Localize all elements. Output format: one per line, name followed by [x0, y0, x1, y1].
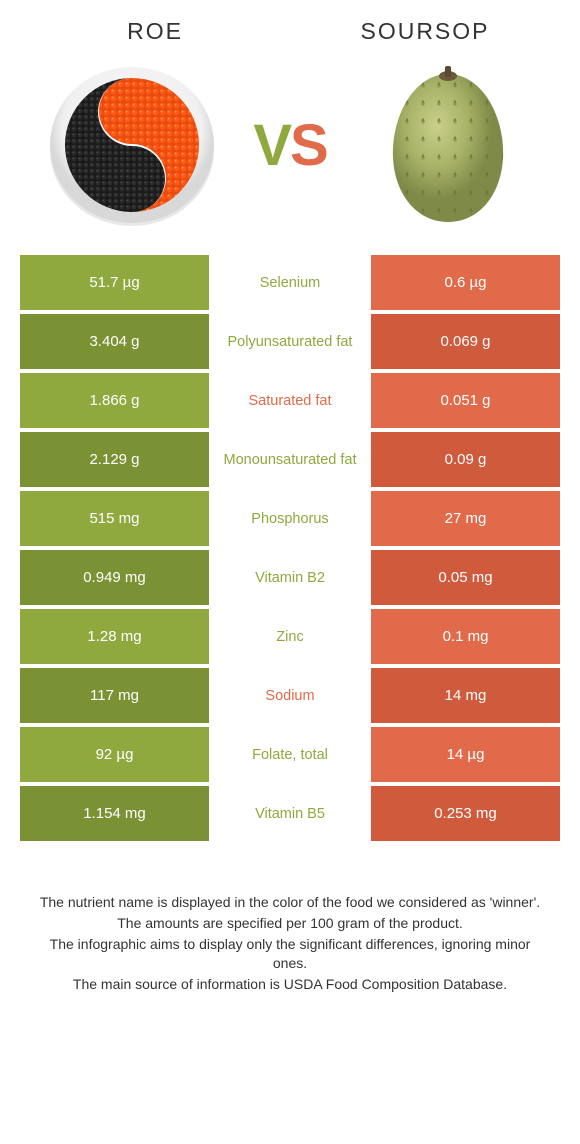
header-images-row: VS: [0, 45, 580, 255]
nutrient-name-cell: Folate, total: [209, 727, 371, 782]
right-value-cell: 0.09 g: [371, 432, 560, 487]
nutrient-row: 515 mgPhosphorus27 mg: [20, 491, 560, 546]
nutrient-row: 51.7 µgSelenium0.6 µg: [20, 255, 560, 310]
right-value-cell: 0.069 g: [371, 314, 560, 369]
nutrient-name-cell: Saturated fat: [209, 373, 371, 428]
header-titles: ROE SOURSOP: [0, 0, 580, 45]
left-value-cell: 1.866 g: [20, 373, 209, 428]
left-value-cell: 515 mg: [20, 491, 209, 546]
nutrient-name-cell: Vitamin B5: [209, 786, 371, 841]
nutrient-row: 1.154 mgVitamin B50.253 mg: [20, 786, 560, 841]
right-food-title: SOURSOP: [304, 18, 547, 45]
nutrient-name-cell: Polyunsaturated fat: [209, 314, 371, 369]
nutrient-name-cell: Sodium: [209, 668, 371, 723]
nutrient-name-cell: Phosphorus: [209, 491, 371, 546]
footnote-line: The nutrient name is displayed in the co…: [32, 893, 548, 912]
nutrient-row: 1.866 gSaturated fat0.051 g: [20, 373, 560, 428]
nutrient-name-cell: Monounsaturated fat: [209, 432, 371, 487]
left-value-cell: 1.154 mg: [20, 786, 209, 841]
nutrient-name-cell: Zinc: [209, 609, 371, 664]
soursop-icon: [383, 60, 513, 230]
right-value-cell: 0.051 g: [371, 373, 560, 428]
footnote-line: The main source of information is USDA F…: [32, 975, 548, 994]
vs-badge: VS: [253, 112, 326, 179]
right-value-cell: 0.253 mg: [371, 786, 560, 841]
nutrient-table: 51.7 µgSelenium0.6 µg3.404 gPolyunsatura…: [0, 255, 580, 841]
nutrient-row: 92 µgFolate, total14 µg: [20, 727, 560, 782]
right-food-image: [345, 60, 550, 230]
left-value-cell: 117 mg: [20, 668, 209, 723]
nutrient-row: 3.404 gPolyunsaturated fat0.069 g: [20, 314, 560, 369]
left-food-image: [29, 60, 234, 230]
right-value-cell: 0.6 µg: [371, 255, 560, 310]
left-value-cell: 2.129 g: [20, 432, 209, 487]
footnotes: The nutrient name is displayed in the co…: [0, 845, 580, 993]
footnote-line: The amounts are specified per 100 gram o…: [32, 914, 548, 933]
nutrient-row: 0.949 mgVitamin B20.05 mg: [20, 550, 560, 605]
nutrient-name-cell: Vitamin B2: [209, 550, 371, 605]
left-value-cell: 92 µg: [20, 727, 209, 782]
roe-icon: [47, 60, 217, 230]
comparison-infographic: ROE SOURSOP: [0, 0, 580, 993]
left-value-cell: 3.404 g: [20, 314, 209, 369]
nutrient-row: 2.129 gMonounsaturated fat0.09 g: [20, 432, 560, 487]
right-value-cell: 0.05 mg: [371, 550, 560, 605]
right-value-cell: 14 mg: [371, 668, 560, 723]
vs-letter-s: S: [290, 112, 327, 179]
left-value-cell: 0.949 mg: [20, 550, 209, 605]
nutrient-row: 1.28 mgZinc0.1 mg: [20, 609, 560, 664]
left-value-cell: 1.28 mg: [20, 609, 209, 664]
nutrient-name-cell: Selenium: [209, 255, 371, 310]
right-value-cell: 0.1 mg: [371, 609, 560, 664]
right-value-cell: 27 mg: [371, 491, 560, 546]
left-food-title: ROE: [34, 18, 277, 45]
right-value-cell: 14 µg: [371, 727, 560, 782]
nutrient-row: 117 mgSodium14 mg: [20, 668, 560, 723]
vs-letter-v: V: [253, 112, 290, 179]
left-value-cell: 51.7 µg: [20, 255, 209, 310]
footnote-line: The infographic aims to display only the…: [32, 935, 548, 973]
